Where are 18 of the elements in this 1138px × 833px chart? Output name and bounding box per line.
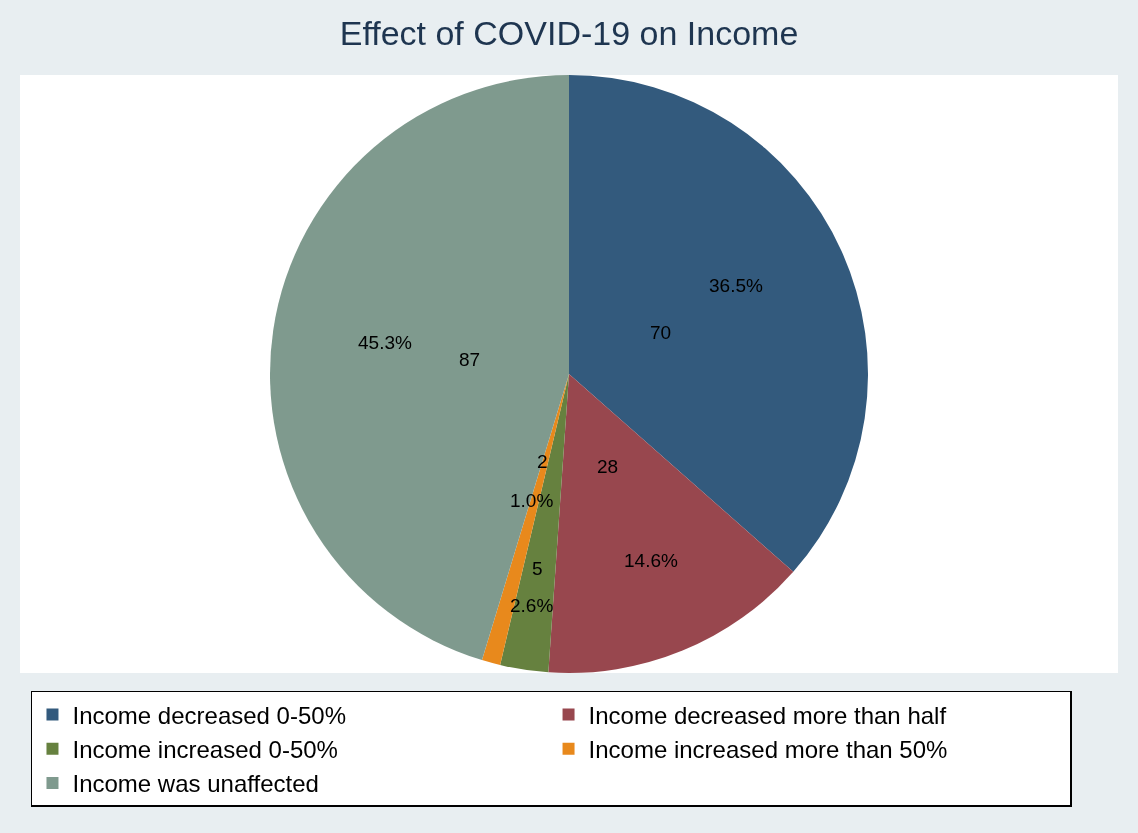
text: 28 [597, 456, 619, 477]
legend-label: Income decreased 0-50% [72, 701, 346, 729]
pie-slice [500, 374, 569, 673]
data-label: 1.0% [510, 490, 554, 511]
legend-label: Income increased more than 50% [588, 736, 948, 764]
data-label: 36.5% [709, 275, 763, 296]
pie-slice [569, 75, 868, 572]
data-label: 45.3% [358, 332, 412, 353]
legend-label: Income was unaffected [72, 770, 319, 798]
legend-label: Income increased 0-50% [72, 736, 338, 764]
text: 5 [532, 558, 543, 579]
pie-slice [270, 75, 569, 661]
chart-title: Effect of COVID-19 on Income [339, 13, 799, 52]
legend-label: Income decreased more than half [588, 701, 947, 729]
text: 87 [459, 349, 481, 370]
data-label: 14.6% [624, 550, 678, 571]
text: 2 [537, 451, 548, 472]
text: 70 [650, 322, 672, 343]
